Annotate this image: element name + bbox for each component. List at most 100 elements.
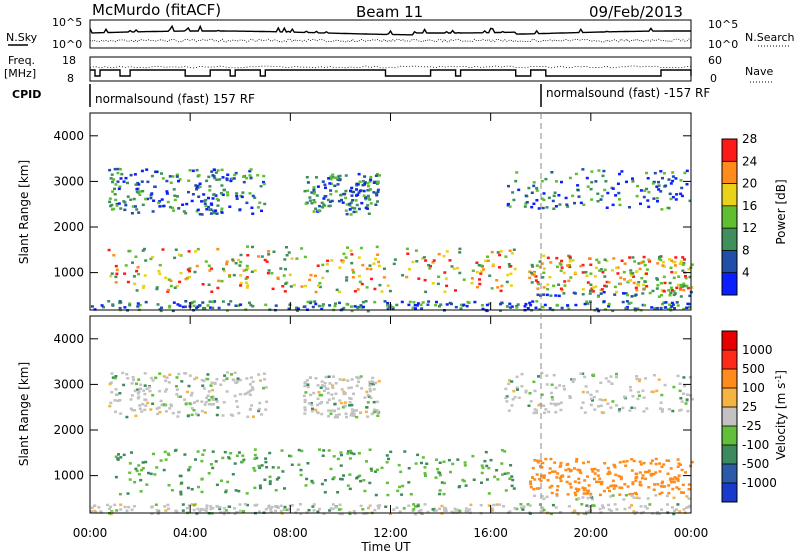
range-cell	[110, 272, 114, 275]
range-cell	[190, 407, 194, 410]
range-cell	[207, 398, 211, 402]
range-cell	[245, 176, 249, 180]
range-cell	[113, 399, 117, 402]
range-cell	[115, 509, 119, 512]
range-cell	[677, 275, 681, 278]
range-cell	[188, 269, 191, 273]
range-cell	[539, 479, 543, 483]
range-cell	[585, 504, 589, 507]
range-cell	[114, 375, 118, 378]
range-cell	[140, 410, 144, 413]
range-cell	[528, 301, 532, 305]
range-cell	[355, 194, 358, 197]
range-cell	[382, 267, 386, 270]
range-cell	[676, 374, 680, 378]
range-cell	[681, 269, 685, 272]
range-cell	[684, 276, 688, 280]
time-axis-label: Time UT	[360, 540, 411, 554]
range-cell	[569, 276, 573, 279]
range-cell	[401, 484, 405, 488]
range-cell	[523, 205, 527, 208]
range-cell	[659, 485, 663, 488]
range-cell	[688, 302, 692, 306]
range-cell	[348, 404, 352, 407]
range-cell	[655, 512, 659, 515]
range-cell	[338, 301, 341, 305]
range-cell	[157, 201, 161, 205]
range-cell	[591, 286, 595, 289]
range-cell	[322, 512, 326, 515]
range-cell	[648, 291, 652, 295]
range-cell	[657, 295, 661, 298]
range-cell	[292, 283, 296, 287]
range-cell	[237, 304, 241, 307]
range-cell	[507, 382, 511, 386]
range-cell	[330, 393, 334, 396]
range-cell	[215, 197, 219, 201]
range-cell	[139, 383, 143, 386]
range-cell	[596, 192, 600, 195]
range-cell	[542, 271, 546, 274]
range-cell	[134, 205, 137, 208]
range-cell	[141, 461, 145, 464]
range-cell	[179, 271, 183, 275]
power-colorbar-label: Power [dB]	[774, 179, 788, 244]
range-cell	[650, 473, 654, 476]
range-cell	[528, 504, 532, 507]
range-cell	[554, 386, 558, 390]
range-cell	[179, 490, 183, 494]
range-cell	[298, 503, 302, 506]
range-cell	[550, 484, 554, 488]
range-cell	[300, 449, 304, 453]
range-cell	[366, 309, 370, 313]
range-cell	[560, 289, 564, 292]
range-cell	[670, 305, 674, 308]
range-cell	[643, 264, 647, 267]
range-cell	[351, 268, 355, 272]
range-cell	[614, 484, 618, 488]
range-cell	[549, 261, 553, 264]
range-cell	[305, 477, 309, 481]
range-cell	[114, 410, 117, 413]
range-cell	[643, 304, 647, 307]
range-cell	[236, 377, 240, 380]
range-cell	[368, 264, 372, 267]
range-cell	[207, 403, 211, 406]
range-cell	[437, 252, 441, 256]
range-cell	[615, 404, 618, 407]
range-cell	[504, 387, 508, 391]
range-cell	[163, 390, 167, 393]
range-cell	[328, 200, 332, 203]
range-cell	[443, 509, 446, 512]
range-cell	[195, 264, 199, 268]
range-cell	[395, 303, 399, 307]
range-cell	[420, 461, 423, 465]
range-cell	[642, 461, 646, 465]
range-cell	[239, 260, 243, 264]
range-cell	[444, 277, 448, 280]
range-cell	[475, 270, 479, 274]
range-cell	[657, 512, 661, 516]
range-cell	[348, 512, 352, 516]
range-cell	[305, 176, 309, 179]
range-cell	[469, 503, 473, 507]
range-cell	[350, 186, 354, 190]
range-cell	[568, 395, 572, 398]
range-cell	[113, 187, 116, 191]
range-cell	[341, 406, 345, 409]
range-cell	[139, 478, 143, 482]
range-cell	[295, 306, 299, 309]
range-cell	[376, 414, 380, 417]
range-cell	[426, 303, 430, 306]
range-cell	[594, 285, 598, 288]
range-cell	[403, 450, 407, 453]
range-cell	[543, 303, 547, 307]
range-cell	[326, 198, 330, 202]
range-cell	[359, 375, 363, 378]
range-cell	[377, 264, 381, 268]
range-cell	[363, 489, 367, 493]
range-cell	[137, 395, 141, 398]
range-cell	[618, 408, 622, 411]
range-cell	[265, 400, 269, 403]
